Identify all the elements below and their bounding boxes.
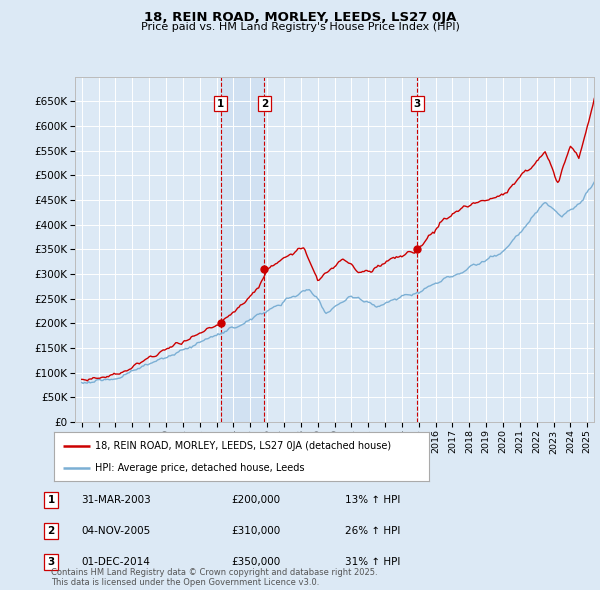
Text: Contains HM Land Registry data © Crown copyright and database right 2025.
This d: Contains HM Land Registry data © Crown c…: [51, 568, 377, 587]
Text: 3: 3: [47, 557, 55, 566]
Text: £310,000: £310,000: [231, 526, 280, 536]
Text: 1: 1: [217, 99, 224, 109]
Text: 26% ↑ HPI: 26% ↑ HPI: [345, 526, 400, 536]
Text: 31% ↑ HPI: 31% ↑ HPI: [345, 557, 400, 566]
Text: £350,000: £350,000: [231, 557, 280, 566]
Text: 2: 2: [261, 99, 268, 109]
Text: 18, REIN ROAD, MORLEY, LEEDS, LS27 0JA (detached house): 18, REIN ROAD, MORLEY, LEEDS, LS27 0JA (…: [95, 441, 391, 451]
Text: HPI: Average price, detached house, Leeds: HPI: Average price, detached house, Leed…: [95, 463, 305, 473]
Text: £200,000: £200,000: [231, 496, 280, 505]
Text: 31-MAR-2003: 31-MAR-2003: [81, 496, 151, 505]
Text: 01-DEC-2014: 01-DEC-2014: [81, 557, 150, 566]
Text: 2: 2: [47, 526, 55, 536]
Text: 04-NOV-2005: 04-NOV-2005: [81, 526, 150, 536]
Text: 18, REIN ROAD, MORLEY, LEEDS, LS27 0JA: 18, REIN ROAD, MORLEY, LEEDS, LS27 0JA: [144, 11, 456, 24]
Text: 1: 1: [47, 496, 55, 505]
Text: Price paid vs. HM Land Registry's House Price Index (HPI): Price paid vs. HM Land Registry's House …: [140, 22, 460, 32]
Text: 13% ↑ HPI: 13% ↑ HPI: [345, 496, 400, 505]
Bar: [221, 77, 265, 422]
Text: 3: 3: [414, 99, 421, 109]
